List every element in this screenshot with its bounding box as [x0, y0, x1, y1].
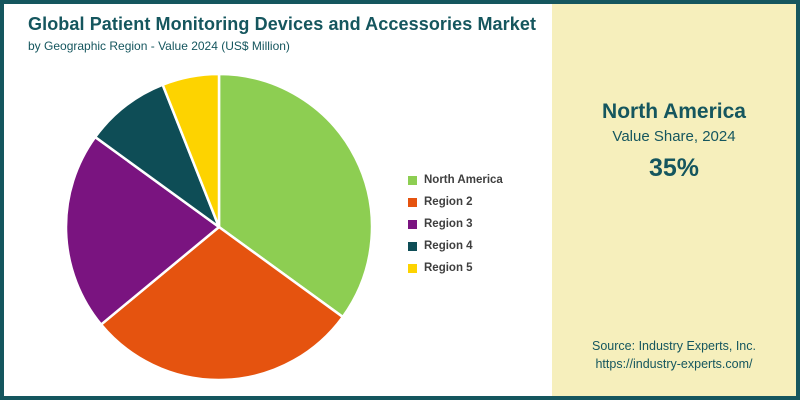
legend-item-region-2: Region 2 [408, 196, 503, 208]
pie-slice-region-4 [93, 83, 221, 229]
source-block: Source: Industry Experts, Inc. https://i… [552, 337, 796, 375]
pie-slice-region-5 [161, 72, 221, 229]
highlight-panel: North America Value Share, 2024 35% Sour… [552, 4, 796, 396]
legend-swatch-icon [408, 197, 417, 207]
legend-item-region-5: Region 5 [408, 262, 503, 274]
chart-header: Global Patient Monitoring Devices and Ac… [28, 14, 548, 53]
legend-label: Region 5 [424, 262, 473, 274]
legend-item-region-3: Region 3 [408, 218, 503, 230]
legend-swatch-icon [408, 175, 417, 185]
chart-subtitle: by Geographic Region - Value 2024 (US$ M… [28, 38, 290, 53]
legend-swatch-icon [408, 219, 417, 229]
legend-label: Region 4 [424, 240, 473, 252]
source-text: Source: Industry Experts, Inc. [592, 338, 756, 353]
legend-swatch-icon [408, 263, 417, 273]
legend-swatch-icon [408, 241, 417, 251]
chart-title: Global Patient Monitoring Devices and Ac… [28, 14, 537, 34]
highlight-caption: Value Share, 2024 [612, 128, 736, 145]
pie-slice-region-3 [64, 135, 221, 326]
legend-item-region-4: Region 4 [408, 240, 503, 252]
highlight-headline: North America Value Share, 2024 35% [552, 100, 796, 183]
legend-label: Region 2 [424, 196, 473, 208]
pie-chart [58, 66, 380, 388]
chart-legend: North America Region 2 Region 3 Region 4 Reg… [408, 174, 503, 274]
pie-slice-region-2 [99, 225, 345, 382]
pie-chart-svg [64, 72, 374, 382]
pie-slice-north-america [217, 72, 374, 319]
source-url-link[interactable]: https://industry-experts.com/ [595, 357, 753, 372]
legend-label: Region 3 [424, 218, 473, 230]
highlight-region-label: North America [602, 100, 746, 123]
legend-item-north-america: North America [408, 174, 503, 186]
highlight-value: 35% [648, 154, 700, 182]
legend-label: North America [424, 174, 503, 186]
